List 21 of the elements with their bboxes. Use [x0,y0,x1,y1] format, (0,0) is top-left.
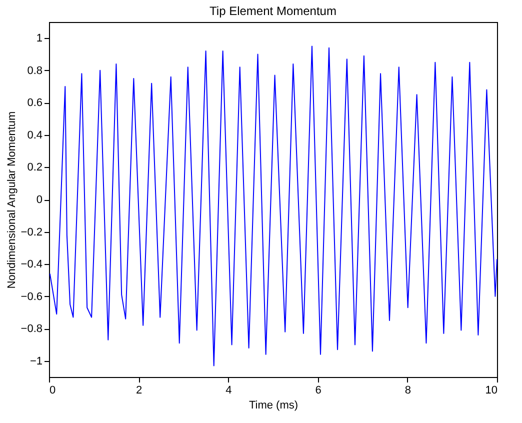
y-tick-label: 0.2 [27,162,42,174]
y-tick-label: −0.2 [20,226,42,238]
y-tick-label: 1 [36,32,42,45]
y-tick-label: −1 [30,355,42,368]
y-tick-label: 0.6 [27,97,42,110]
y-tick-label: 0 [36,194,42,206]
x-tick-label: 6 [315,384,322,396]
x-axis-title: Time (ms) [248,400,298,412]
line-series [49,46,498,366]
y-tick-label: 0.8 [27,64,42,77]
y-axis-title: Nondimensional Angular Momentum [6,111,18,289]
y-tick-label: −0.6 [20,290,42,303]
y-tick-label: −0.4 [20,258,42,271]
x-tick-label: 0 [50,384,56,396]
chart-title: Tip Element Momentum [210,4,336,18]
x-tick-label: 2 [136,384,142,396]
y-tick-label: −0.8 [20,323,42,336]
y-tick-label: 0.4 [27,129,42,142]
x-tick-label: 8 [404,384,411,396]
x-tick-label: 10 [485,384,498,396]
x-tick-label: 4 [226,384,232,396]
